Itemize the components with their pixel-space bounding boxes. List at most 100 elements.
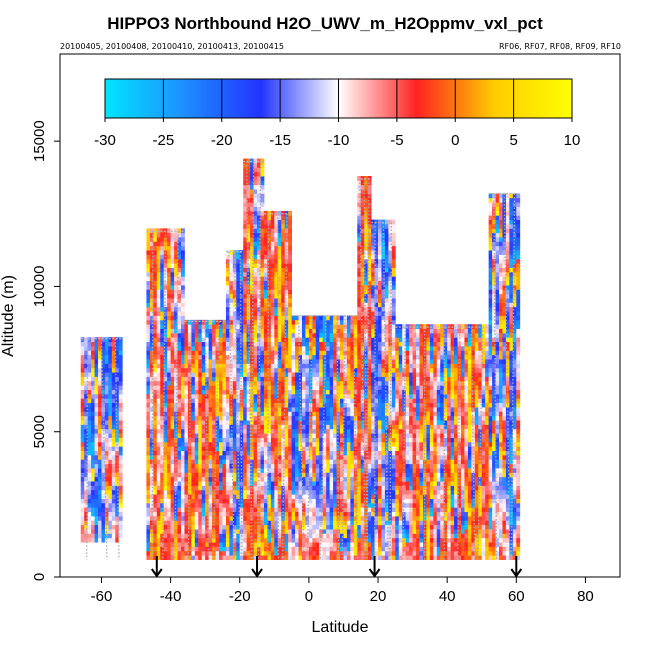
heatmap-cell	[208, 350, 213, 356]
heatmap-cell	[177, 424, 182, 430]
heatmap-cell	[187, 393, 192, 399]
heatmap-cell	[239, 328, 244, 334]
heatmap-cell	[326, 524, 331, 530]
heatmap-cell	[219, 555, 223, 560]
heatmap-cell	[208, 372, 213, 377]
heatmap-cell	[215, 511, 220, 517]
heatmap-cell	[301, 450, 306, 456]
heatmap-cell	[277, 398, 282, 404]
heatmap-cell	[315, 555, 320, 560]
heatmap-cell	[257, 171, 261, 177]
heatmap-cell	[243, 546, 248, 552]
heatmap-cell	[333, 459, 337, 465]
heatmap-cell	[319, 372, 324, 377]
heatmap-cell	[253, 302, 258, 308]
heatmap-cell	[346, 350, 351, 356]
heatmap-cell	[222, 380, 227, 386]
heatmap-cell	[229, 550, 234, 556]
heatmap-cell	[94, 511, 99, 517]
heatmap-cell	[236, 398, 241, 404]
heatmap-cell	[118, 372, 123, 377]
heatmap-cell	[87, 354, 92, 360]
heatmap-cell	[250, 245, 254, 251]
heatmap-cell	[160, 232, 165, 238]
heatmap-cell	[225, 332, 230, 338]
heatmap-cell	[267, 489, 272, 495]
heatmap-cell	[253, 468, 258, 473]
heatmap-cell	[201, 324, 206, 329]
heatmap-cell	[243, 498, 248, 504]
heatmap-cell	[205, 328, 210, 334]
heatmap-cell	[260, 189, 265, 194]
heatmap-cell	[177, 498, 182, 504]
heatmap-cell	[360, 507, 365, 513]
heatmap-cell	[215, 485, 220, 491]
heatmap-cell	[312, 363, 317, 369]
heatmap-cell	[170, 380, 175, 386]
heatmap-cell	[184, 393, 189, 399]
heatmap-cell	[84, 424, 89, 430]
heatmap-cell	[198, 441, 203, 447]
heatmap-cell	[153, 524, 158, 530]
heatmap-cell	[101, 372, 106, 377]
heatmap-cell	[360, 524, 365, 530]
heatmap-cell	[236, 411, 241, 417]
heatmap-cell	[180, 411, 185, 417]
heatmap-cell	[257, 210, 261, 216]
heatmap-cell	[353, 502, 358, 508]
heatmap-cell	[295, 446, 299, 452]
heatmap-cell	[253, 263, 258, 268]
heatmap-cell	[364, 184, 369, 190]
heatmap-cell	[322, 402, 327, 408]
heatmap-cell	[260, 245, 265, 251]
heatmap-cell	[315, 468, 320, 473]
heatmap-cell	[346, 372, 351, 377]
heatmap-cell	[191, 481, 196, 486]
heatmap-cell	[350, 520, 355, 526]
heatmap-cell	[281, 433, 286, 438]
heatmap-cell	[295, 476, 299, 482]
heatmap-cell	[270, 359, 275, 364]
heatmap-cell	[305, 468, 310, 473]
heatmap-cell	[246, 476, 251, 482]
heatmap-cell	[201, 446, 206, 452]
heatmap-cell	[184, 367, 189, 373]
heatmap-cell	[340, 315, 344, 321]
heatmap-cell	[84, 437, 89, 443]
heatmap-cell	[270, 546, 275, 552]
heatmap-cell	[222, 341, 227, 347]
heatmap-cell	[208, 324, 213, 329]
heatmap-cell	[149, 245, 154, 251]
heatmap-cell	[236, 524, 241, 530]
heatmap-cell	[346, 433, 351, 438]
heatmap-cell	[232, 524, 237, 530]
heatmap-cell	[326, 507, 331, 513]
heatmap-cell	[212, 520, 216, 526]
heatmap-cell	[177, 511, 182, 517]
heatmap-cell	[291, 437, 296, 443]
heatmap-cell	[236, 415, 241, 421]
heatmap-cell	[170, 454, 175, 460]
heatmap-cell	[229, 533, 234, 539]
heatmap-cell	[212, 354, 216, 360]
heatmap-cell	[215, 489, 220, 495]
heatmap-cell	[243, 324, 248, 329]
heatmap-cell	[104, 446, 109, 452]
heatmap-cell	[180, 263, 185, 268]
heatmap-cell	[253, 219, 258, 225]
heatmap-cell	[312, 411, 317, 417]
heatmap-cell	[201, 533, 206, 539]
heatmap-cell	[315, 332, 320, 338]
heatmap-cell	[305, 533, 310, 539]
heatmap-cell	[277, 293, 282, 299]
heatmap-cell	[198, 529, 203, 534]
heatmap-cell	[111, 337, 116, 343]
heatmap-cell	[156, 498, 161, 504]
heatmap-cell	[250, 237, 254, 242]
heatmap-cell	[180, 376, 185, 382]
heatmap-cell	[357, 250, 362, 255]
heatmap-cell	[298, 315, 303, 321]
heatmap-cell	[222, 402, 227, 408]
heatmap-cell	[246, 415, 251, 421]
heatmap-cell	[253, 367, 258, 373]
